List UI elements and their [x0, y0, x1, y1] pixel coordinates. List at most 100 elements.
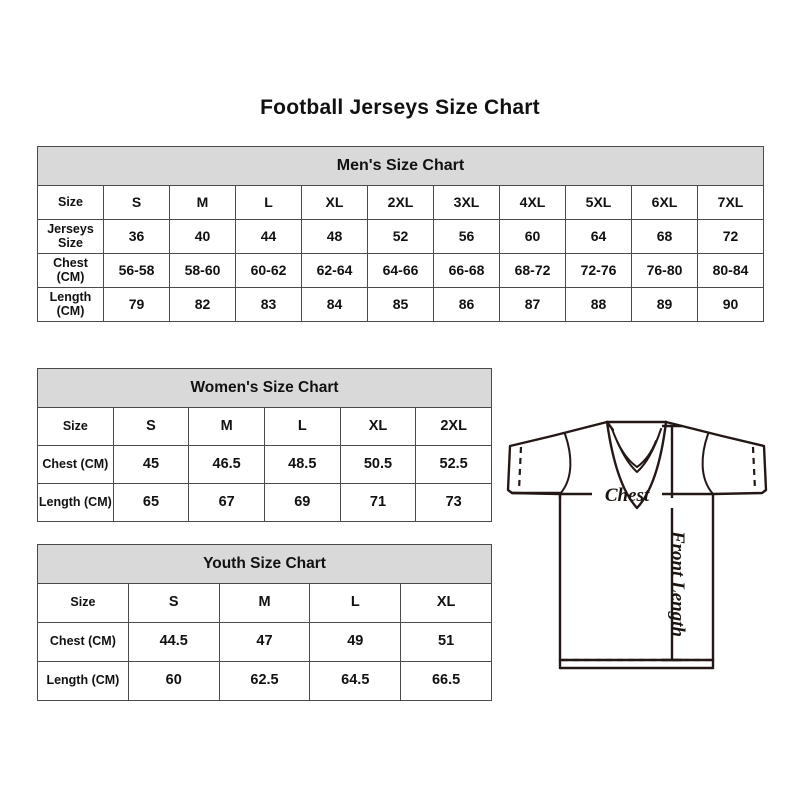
front-length-label: Front Length [667, 530, 688, 637]
row-label: Size [37, 185, 104, 220]
jersey-stitch-dashes [517, 446, 757, 662]
table-cell: 79 [103, 287, 170, 322]
table-cell: 40 [169, 219, 236, 254]
table-cell: 86 [433, 287, 500, 322]
mens-size-chart-table: Men's Size Chart Size S M L XL 2XL 3XL 4… [37, 146, 764, 322]
table-cell: 48 [301, 219, 368, 254]
table-cell: 64.5 [309, 661, 402, 701]
table-cell: 56-58 [103, 253, 170, 288]
youth-size-chart-table: Youth Size Chart Size S M L XL Chest (CM… [37, 544, 492, 701]
table-cell: 60-62 [235, 253, 302, 288]
table-cell: 72-76 [565, 253, 632, 288]
table-cell: XL [400, 583, 492, 623]
table-cell: 89 [631, 287, 698, 322]
table-cell: 56 [433, 219, 500, 254]
table-cell: 64-66 [367, 253, 434, 288]
table-cell: 60 [127, 661, 220, 701]
table-cell: 68 [631, 219, 698, 254]
row-label: Chest (CM) [37, 622, 129, 662]
table-cell: 90 [697, 287, 764, 322]
table-cell: 83 [235, 287, 302, 322]
womens-table-body: Women's Size Chart Size S M L XL 2XL Che… [37, 368, 492, 522]
table-cell: 65 [112, 483, 190, 522]
table-cell: XL [301, 185, 368, 220]
table-cell: 36 [103, 219, 170, 254]
row-label: Length (CM) [37, 661, 129, 701]
table-cell: 4XL [499, 185, 566, 220]
table-cell: 48.5 [263, 445, 341, 484]
table-cell: 87 [499, 287, 566, 322]
row-label: Size [37, 407, 114, 446]
table-cell: 6XL [631, 185, 698, 220]
table-cell: 62.5 [218, 661, 311, 701]
table-row: Chest (CM) 44.5 47 49 51 [37, 622, 492, 662]
table-row: Size S M L XL 2XL [37, 407, 492, 446]
table-row: Chest (CM) 45 46.5 48.5 50.5 52.5 [37, 445, 492, 484]
table-row: Size S M L XL 2XL 3XL 4XL 5XL 6XL 7XL [37, 185, 764, 220]
table-cell: 46.5 [188, 445, 265, 484]
table-cell: L [263, 407, 341, 446]
table-cell: 71 [339, 483, 417, 522]
table-cell: 82 [169, 287, 236, 322]
table-cell: 50.5 [339, 445, 417, 484]
row-label: Size [37, 583, 129, 623]
table-cell: 80-84 [697, 253, 764, 288]
table-cell: 2XL [415, 407, 492, 446]
table-cell: 64 [565, 219, 632, 254]
youth-table-body: Youth Size Chart Size S M L XL Chest (CM… [37, 544, 492, 701]
table-row: Chest (CM) 56-58 58-60 60-62 62-64 64-66… [37, 253, 764, 288]
table-cell: M [188, 407, 265, 446]
table-row: Size S M L XL [37, 583, 492, 623]
table-cell: 72 [697, 219, 764, 254]
table-cell: S [103, 185, 170, 220]
table-cell: 68-72 [499, 253, 566, 288]
chest-label: Chest [605, 485, 650, 506]
table-cell: 44 [235, 219, 302, 254]
table-cell: XL [339, 407, 417, 446]
table-cell: 51 [400, 622, 492, 662]
table-row: Length (CM) 79 82 83 84 85 86 87 88 89 9… [37, 287, 764, 322]
table-cell: 52 [367, 219, 434, 254]
table-cell: 2XL [367, 185, 434, 220]
table-heading-row: Men's Size Chart [37, 146, 764, 186]
table-cell: 62-64 [301, 253, 368, 288]
table-cell: 85 [367, 287, 434, 322]
table-cell: S [127, 583, 220, 623]
mens-table-body: Men's Size Chart Size S M L XL 2XL 3XL 4… [37, 146, 764, 322]
table-cell: 45 [112, 445, 190, 484]
row-label: Jerseys Size [37, 219, 104, 254]
table-cell: 47 [218, 622, 311, 662]
table-cell: 49 [309, 622, 402, 662]
table-cell: 84 [301, 287, 368, 322]
table-cell: 76-80 [631, 253, 698, 288]
row-label: Chest (CM) [37, 253, 104, 288]
row-label: Length (CM) [37, 483, 114, 522]
table-heading-row: Women's Size Chart [37, 368, 492, 408]
table-cell: 58-60 [169, 253, 236, 288]
table-heading-row: Youth Size Chart [37, 544, 492, 584]
table-cell: M [169, 185, 236, 220]
jersey-outline [506, 420, 768, 670]
youth-table-heading: Youth Size Chart [37, 544, 492, 584]
table-cell: 88 [565, 287, 632, 322]
page-title: Football Jerseys Size Chart [260, 96, 540, 119]
row-label: Chest (CM) [37, 445, 114, 484]
table-cell: M [218, 583, 311, 623]
womens-size-chart-table: Women's Size Chart Size S M L XL 2XL Che… [37, 368, 492, 522]
table-row: Length (CM) 65 67 69 71 73 [37, 483, 492, 522]
jersey-measurement-diagram: Chest Front Length [494, 398, 780, 688]
womens-table-heading: Women's Size Chart [37, 368, 492, 408]
table-cell: 66-68 [433, 253, 500, 288]
table-row: Length (CM) 60 62.5 64.5 66.5 [37, 661, 492, 701]
table-cell: 73 [415, 483, 492, 522]
table-cell: S [112, 407, 190, 446]
row-label: Length (CM) [37, 287, 104, 322]
front-length-measure-line [662, 424, 682, 662]
table-row: Jerseys Size 36 40 44 48 52 56 60 64 68 … [37, 219, 764, 254]
table-cell: 52.5 [415, 445, 492, 484]
table-cell: 5XL [565, 185, 632, 220]
table-cell: L [235, 185, 302, 220]
table-cell: 69 [263, 483, 341, 522]
table-cell: 60 [499, 219, 566, 254]
table-cell: 67 [188, 483, 265, 522]
